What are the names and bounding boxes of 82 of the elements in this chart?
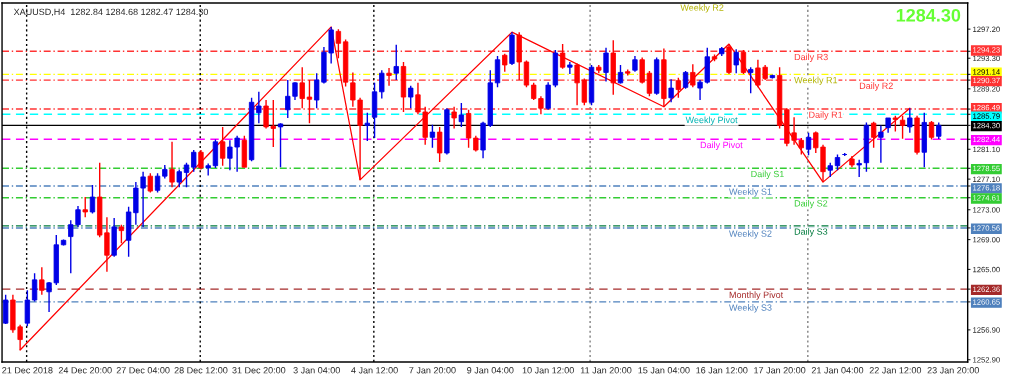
ref-line-label: Daily R1: [809, 111, 843, 120]
annotation: Weekly R2: [680, 4, 724, 13]
candlestick: [748, 66, 754, 95]
candlestick: [733, 48, 739, 74]
x-tick-label: 7 Jan 20:00: [409, 367, 456, 374]
candlestick: [3, 294, 9, 325]
x-tick-label: 3 Jan 04:00: [293, 367, 340, 374]
candlestick: [523, 59, 530, 89]
candlestick: [89, 184, 96, 215]
x-tick-label: 24 Dec 20:00: [58, 367, 112, 374]
candlestick: [393, 44, 399, 81]
candlestick: [899, 115, 906, 140]
candlestick: [364, 112, 370, 142]
candlestick: [668, 78, 674, 103]
ref-line-label: Daily S3: [794, 228, 828, 237]
candlestick: [205, 162, 211, 177]
candlestick: [386, 67, 392, 87]
candlestick: [878, 124, 884, 164]
candlestick: [277, 122, 284, 168]
ref-line-label: Daily R2: [859, 82, 893, 91]
x-tick-label: 23 Jan 20:00: [927, 367, 979, 374]
x-tick-label: 15 Jan 04:00: [638, 367, 690, 374]
ref-line-label: Weekly S2: [729, 230, 772, 239]
candlestick: [154, 172, 161, 194]
candlestick: [147, 172, 153, 194]
candlestick: [603, 47, 609, 83]
ref-line-label: Daily Pivot: [700, 141, 743, 150]
ref-line-label: Weekly S1: [729, 188, 772, 197]
x-tick-label: 4 Jan 12:00: [351, 367, 398, 374]
candlestick: [856, 159, 862, 178]
candlestick: [617, 64, 624, 85]
candlestick: [299, 66, 305, 109]
ref-line-label: Weekly R1: [794, 76, 838, 86]
candlestick: [494, 55, 501, 89]
ref-line-label: Daily S1: [751, 170, 784, 179]
candlestick: [639, 56, 645, 85]
candlestick: [379, 69, 385, 100]
candlestick: [436, 126, 443, 163]
x-tick-label: 16 Jan 12:00: [696, 367, 748, 374]
text: XAUUSD,H4 1282.84 1284.68 1282.47 1284.30: [13, 8, 209, 17]
x-tick-label: 10 Jan 12:00: [522, 367, 574, 374]
candlestick: [169, 141, 175, 189]
annotation: 1284.30: [896, 8, 961, 22]
candlestick: [408, 85, 414, 109]
candlestick: [306, 79, 313, 124]
candlestick: [907, 107, 913, 134]
ref-line-label: Weekly S3: [729, 304, 772, 313]
candlestick: [429, 123, 436, 149]
candlestick: [82, 196, 88, 218]
candlestick: [740, 49, 747, 75]
candlestick: [183, 162, 190, 189]
candlestick: [212, 138, 219, 169]
candlestick: [191, 149, 197, 173]
candlestick: [451, 106, 457, 130]
candlestick: [559, 43, 566, 70]
candlestick: [690, 63, 696, 89]
x-tick-label: 17 Jan 20:00: [754, 367, 806, 374]
candlestick: [118, 223, 125, 244]
candlestick: [220, 126, 226, 167]
x-tick-label: 21 Dec 2018: [2, 367, 53, 374]
candlestick: [675, 76, 682, 99]
ref-line-label: Monthly Pivot: [729, 291, 784, 300]
candlestick: [928, 120, 935, 141]
x-tick-label: 9 Jan 04:00: [467, 367, 514, 374]
candlestick: [646, 70, 653, 97]
x-tick-label: 22 Jan 12:00: [869, 367, 922, 374]
candlestick: [256, 91, 262, 124]
x-tick-label: 11 Jan 20:00: [580, 367, 632, 374]
candlestick: [458, 102, 465, 128]
candlestick: [39, 266, 45, 296]
candlestick: [24, 289, 31, 327]
ref-line-label: Daily R3: [794, 53, 828, 62]
x-tick-label: 27 Dec 04:00: [116, 367, 170, 374]
x-tick-label: 31 Dec 20:00: [232, 367, 286, 374]
candlestick: [31, 272, 38, 303]
x-tick-label: 28 Dec 12:00: [174, 367, 228, 374]
candlestick: [805, 132, 812, 156]
x-tick-label: 21 Jan 04:00: [811, 367, 864, 374]
ref-line-label: Weekly Pivot: [685, 116, 738, 125]
candlestick: [567, 61, 573, 75]
candlestick: [870, 120, 877, 149]
ref-line-label: Daily S2: [794, 199, 828, 209]
